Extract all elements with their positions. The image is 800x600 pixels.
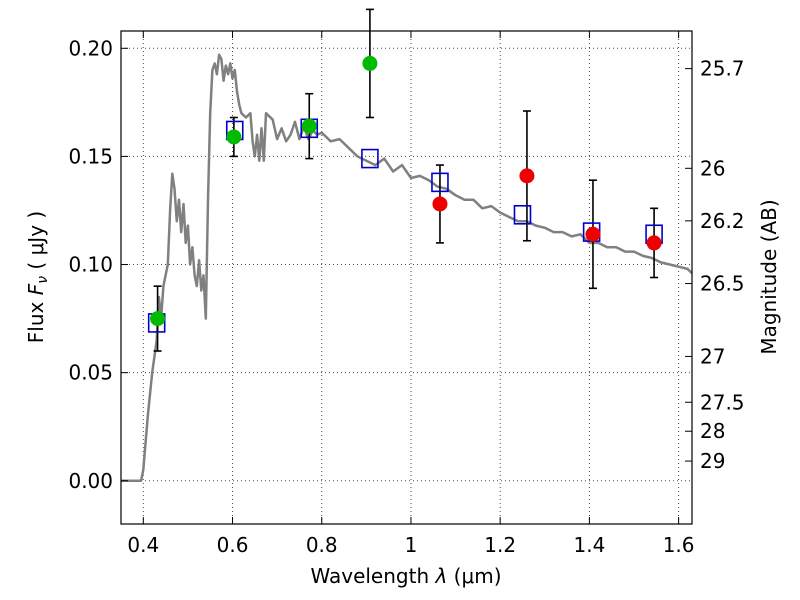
y2-tick-label: 27.5 bbox=[700, 390, 745, 414]
model-flux-square bbox=[431, 172, 449, 193]
observed-point bbox=[585, 226, 601, 242]
x-tick-label: 0.4 bbox=[127, 533, 159, 557]
y2-tick-label: 29 bbox=[700, 449, 725, 473]
y-tick-label: 0.10 bbox=[68, 253, 113, 277]
observed-point bbox=[646, 235, 662, 251]
y2-tick-label: 27 bbox=[700, 344, 725, 368]
y-tick-label: 0.20 bbox=[68, 36, 113, 60]
x-axis-label: Wavelength λ (μm) bbox=[310, 564, 501, 588]
y2-tick-label: 26.2 bbox=[700, 209, 745, 233]
x-tick-label: 1.6 bbox=[663, 533, 695, 557]
model-layer bbox=[121, 53, 693, 483]
model-flux-square bbox=[361, 148, 379, 169]
observed-point bbox=[150, 311, 166, 327]
y2-tick-label: 26 bbox=[700, 156, 725, 180]
x-tick-label: 0.6 bbox=[217, 533, 249, 557]
y2-tick-label: 25.7 bbox=[700, 57, 745, 81]
tick-layer: 0.4 0.6 0.8 1 1.2 1.4 1.6 0.00 0.05 0.10 0.15 0.20 2… bbox=[68, 31, 745, 557]
y-axis-label: Flux Fν ( μJy ) bbox=[24, 211, 51, 343]
x-tick-label: 0.8 bbox=[306, 533, 338, 557]
plot-frame bbox=[120, 30, 693, 525]
observed-point bbox=[362, 55, 378, 71]
y-tick-label: 0.05 bbox=[68, 361, 113, 385]
model-flux-squares bbox=[147, 118, 663, 333]
x-tick-label: 1.4 bbox=[573, 533, 605, 557]
y-tick-label: 0.15 bbox=[68, 144, 113, 168]
observed-points bbox=[150, 55, 662, 327]
x-tick-label: 1.2 bbox=[484, 533, 516, 557]
y-tick-label: 0.00 bbox=[68, 469, 113, 493]
observed-point bbox=[301, 118, 317, 134]
observed-point bbox=[519, 168, 535, 184]
y2-tick-label: 26.5 bbox=[700, 272, 745, 296]
model-spectrum-line bbox=[121, 53, 693, 483]
model-flux-square bbox=[513, 204, 532, 225]
observed-point bbox=[226, 129, 242, 145]
x-tick-label: 1 bbox=[405, 533, 418, 557]
errorbar-layer bbox=[153, 8, 659, 352]
observed-point bbox=[432, 196, 448, 212]
y2-tick-label: 28 bbox=[700, 419, 725, 443]
y2-axis-label: Magnitude (AB) bbox=[757, 199, 781, 354]
